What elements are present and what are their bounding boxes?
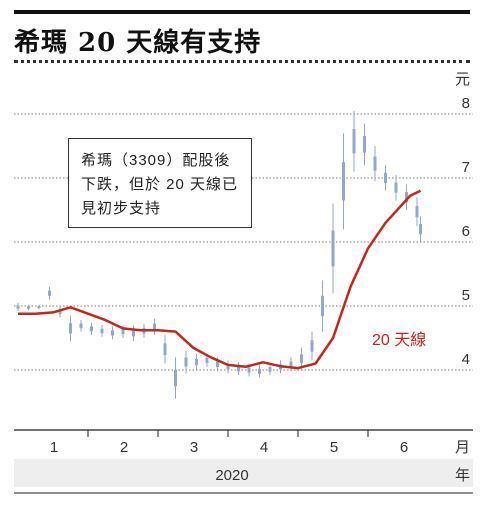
y-tick-label: 5 <box>462 287 470 304</box>
price-candle <box>153 323 156 330</box>
year-band <box>14 459 473 487</box>
price-candle <box>419 224 422 235</box>
price-candle <box>321 295 324 317</box>
y-tick-label: 7 <box>462 159 470 176</box>
price-candle <box>100 328 104 334</box>
price-candle <box>58 309 62 315</box>
month-label: 6 <box>400 439 408 456</box>
top-rule <box>14 10 470 14</box>
price-candle <box>237 366 240 372</box>
price-candle <box>27 306 30 309</box>
price-candle <box>205 357 209 363</box>
price-candle <box>258 368 261 374</box>
price-candle <box>331 230 335 267</box>
price-candle <box>352 129 356 154</box>
month-label: 1 <box>50 439 58 456</box>
price-candle <box>384 172 387 184</box>
dotted-divider <box>14 60 470 63</box>
month-label: 2 <box>120 439 128 456</box>
price-candle <box>405 192 408 203</box>
price-candle <box>289 361 293 368</box>
year-unit-label: 年 <box>455 467 470 484</box>
price-candle <box>121 329 125 335</box>
price-candle <box>216 361 219 368</box>
month-label: 4 <box>260 439 268 456</box>
chart-title: 希瑪 20 天線有支持 <box>14 28 262 58</box>
price-candle <box>174 369 177 387</box>
ma20-line <box>18 189 422 370</box>
price-candle <box>163 343 167 355</box>
annotation-box: 希瑪（3309）配股後下跌，但於 20 天線已見初步支持 <box>68 138 252 228</box>
price-candle <box>16 305 20 309</box>
price-candle <box>373 156 377 171</box>
price-candle <box>195 358 198 366</box>
price-candle <box>90 326 93 332</box>
price-candle <box>69 323 72 334</box>
price-candle <box>79 323 83 329</box>
y-unit-label: 元 <box>455 71 470 88</box>
y-tick-label: 4 <box>462 351 470 368</box>
price-candle <box>247 367 251 373</box>
price-candle <box>300 354 303 364</box>
price-candle <box>48 290 51 296</box>
price-candle <box>268 367 272 372</box>
price-candle <box>37 306 41 309</box>
month-label: 5 <box>330 439 338 456</box>
price-candle <box>394 182 398 193</box>
y-tick-label: 6 <box>462 223 470 240</box>
ma20-legend-label: 20 天線 <box>372 331 426 349</box>
price-candle <box>111 330 114 336</box>
x-unit-label: 月 <box>455 439 470 456</box>
price-candle <box>310 340 314 352</box>
price-candle <box>363 136 366 153</box>
y-tick-label: 8 <box>462 95 470 112</box>
month-label: 3 <box>190 439 198 456</box>
price-candle <box>132 330 135 337</box>
price-candle <box>342 162 345 201</box>
price-candle <box>184 357 188 367</box>
year-label: 2020 <box>215 467 248 484</box>
price-candle <box>226 364 230 370</box>
price-candle <box>415 205 419 218</box>
